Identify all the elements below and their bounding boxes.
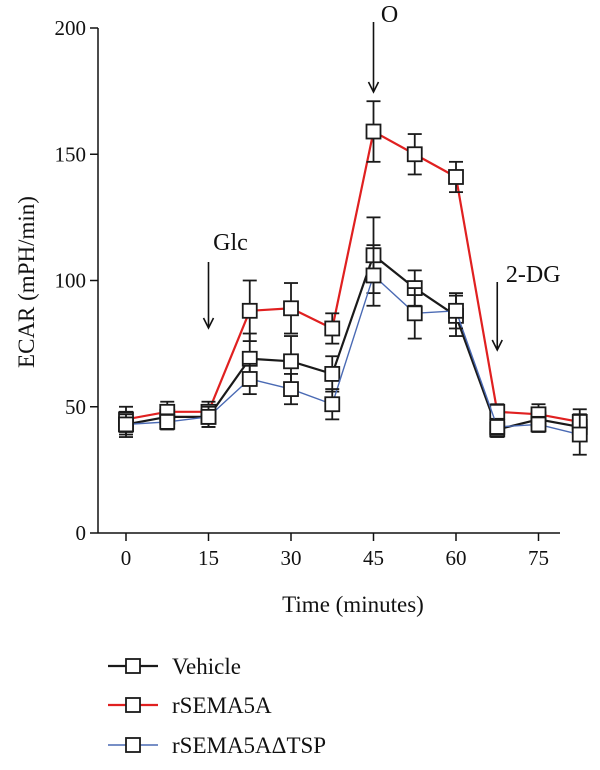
legend-label: rSEMA5AΔTSP — [172, 733, 326, 758]
data-point — [283, 381, 299, 397]
data-point — [571, 426, 588, 443]
annotation-arrowhead — [202, 317, 215, 330]
annotation-label: 2-DG — [506, 262, 561, 288]
series-2 — [118, 244, 588, 456]
legend-marker — [125, 658, 141, 674]
legend-item-0: Vehicle — [108, 654, 241, 679]
plot-area — [118, 100, 588, 456]
x-tick-label: 45 — [363, 546, 384, 570]
annotation-0: Glc — [202, 230, 248, 330]
annotation-arrowhead — [367, 81, 380, 94]
data-point — [283, 300, 299, 317]
data-point — [324, 366, 341, 382]
data-point — [241, 302, 258, 319]
y-axis-title: ECAR (mPH/min) — [14, 196, 39, 368]
y-tick-label: 0 — [76, 521, 87, 545]
x-tick-label: 30 — [281, 546, 302, 570]
legend-marker — [125, 737, 141, 753]
y-tick-label: 100 — [55, 269, 87, 293]
x-tick-label: 60 — [446, 546, 467, 570]
data-point — [324, 396, 341, 413]
data-point — [448, 169, 464, 185]
data-point — [365, 123, 382, 140]
data-point — [200, 408, 217, 425]
legend-marker — [125, 697, 141, 713]
x-tick-label: 0 — [121, 546, 132, 570]
series-0 — [118, 216, 588, 441]
legend: Vehicle rSEMA5A rSEMA5AΔTSP — [108, 654, 326, 758]
data-point — [283, 353, 299, 370]
series-line — [125, 274, 580, 436]
annotation-arrowhead — [491, 339, 503, 352]
legend-label: Vehicle — [172, 654, 241, 679]
data-point — [241, 371, 258, 387]
data-point — [489, 419, 506, 435]
x-tick-label: 75 — [528, 546, 549, 570]
data-point — [406, 305, 423, 322]
y-tick-label: 200 — [55, 16, 87, 40]
annotation-label: Glc — [213, 230, 248, 256]
legend-item-2: rSEMA5AΔTSP — [108, 733, 326, 758]
x-tick-label: 15 — [198, 546, 219, 570]
annotation-label: O — [381, 2, 398, 28]
y-tick-label: 50 — [65, 395, 86, 419]
data-point — [448, 302, 464, 319]
y-tick-label: 150 — [55, 142, 87, 166]
data-point — [530, 416, 547, 433]
annotations: Glc O 2-DG — [202, 2, 561, 352]
data-point — [406, 146, 423, 163]
annotation-2: 2-DG — [491, 262, 561, 352]
annotation-1: O — [367, 2, 398, 94]
axes: 0 50 100 150 200 0 15 30 45 60 75 — [55, 16, 560, 570]
x-axis-title: Time (minutes) — [282, 592, 424, 617]
data-point — [118, 416, 134, 433]
data-point — [159, 413, 176, 430]
legend-label: rSEMA5A — [172, 693, 272, 718]
data-point — [324, 320, 341, 337]
legend-item-1: rSEMA5A — [108, 693, 272, 718]
data-point — [365, 267, 382, 284]
